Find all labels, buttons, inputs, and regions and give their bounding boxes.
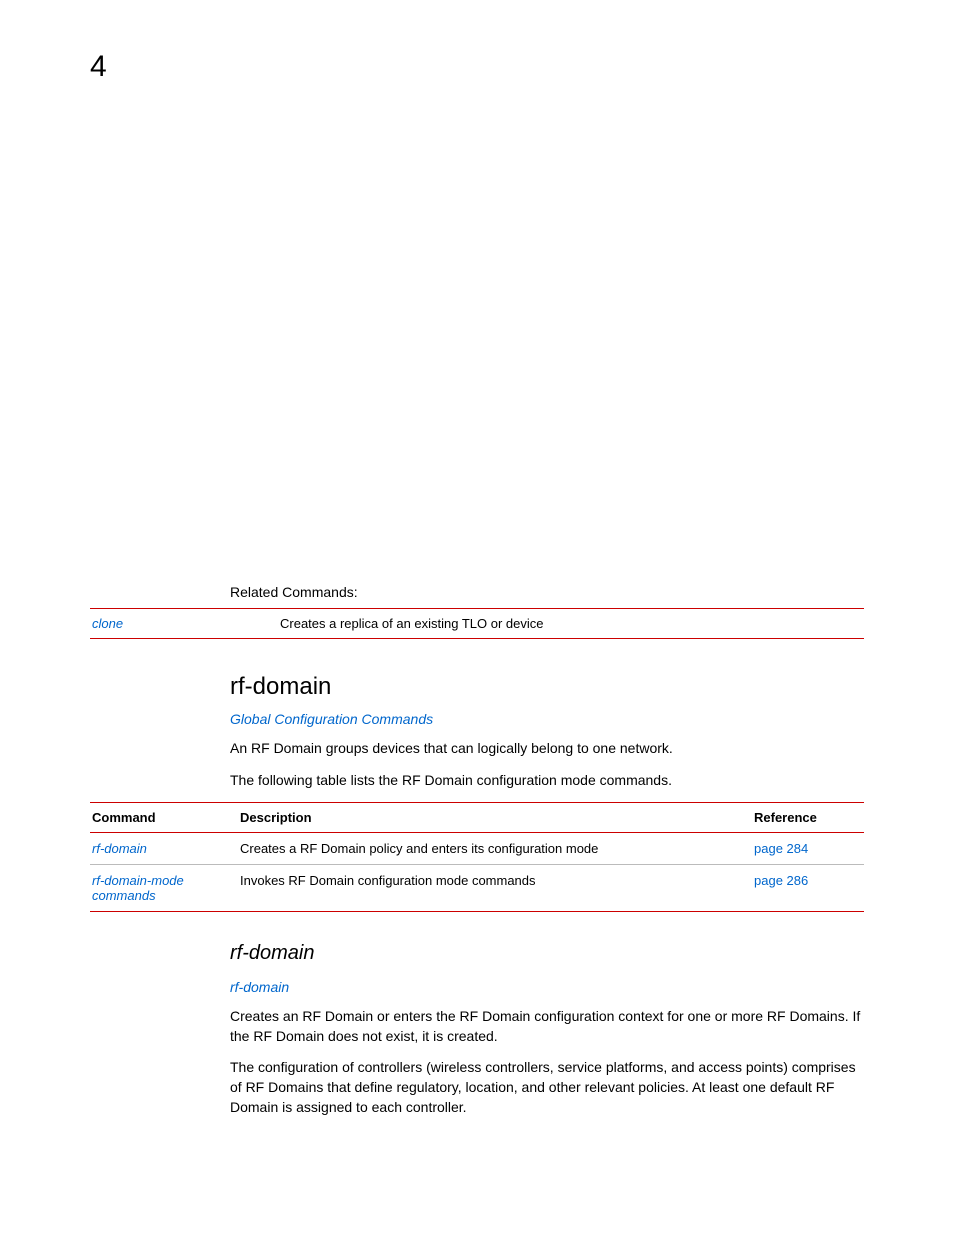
table-row: rf-domain Creates a RF Domain policy and… (90, 833, 864, 865)
related-cmd-link[interactable]: clone (90, 609, 280, 639)
section-para: The following table lists the RF Domain … (230, 771, 864, 791)
col-header-description: Description (240, 803, 754, 833)
section-parent-link[interactable]: Global Configuration Commands (230, 711, 864, 727)
cmd-link[interactable]: rf-domain (90, 833, 240, 865)
col-header-command: Command (90, 803, 240, 833)
cmd-desc: Creates a RF Domain policy and enters it… (240, 833, 754, 865)
subsection-title: rf-domain (230, 942, 864, 965)
related-commands-table: clone Creates a replica of an existing T… (90, 608, 864, 639)
subsection-link[interactable]: rf-domain (230, 979, 864, 995)
table-row: rf-domain-mode commands Invokes RF Domai… (90, 865, 864, 912)
commands-table: Command Description Reference rf-domain … (90, 802, 864, 912)
col-header-reference: Reference (754, 803, 864, 833)
page: 4 Related Commands: clone Creates a repl… (0, 0, 954, 1235)
related-cmd-desc: Creates a replica of an existing TLO or … (280, 609, 864, 639)
related-commands-label: Related Commands: (230, 584, 864, 600)
table-header-row: Command Description Reference (90, 803, 864, 833)
subsection-para: Creates an RF Domain or enters the RF Do… (230, 1007, 864, 1046)
subsection-para: The configuration of controllers (wirele… (230, 1058, 864, 1117)
section-block: rf-domain Global Configuration Commands … (230, 673, 864, 790)
page-number: 4 (90, 50, 864, 84)
cmd-ref-link[interactable]: page 284 (754, 833, 864, 865)
subsection-block: rf-domain rf-domain Creates an RF Domain… (230, 942, 864, 1117)
cmd-desc: Invokes RF Domain configuration mode com… (240, 865, 754, 912)
section-title: rf-domain (230, 673, 864, 701)
cmd-ref-link[interactable]: page 286 (754, 865, 864, 912)
section-para: An RF Domain groups devices that can log… (230, 739, 864, 759)
related-commands-block: Related Commands: (230, 584, 864, 600)
cmd-link[interactable]: rf-domain-mode commands (90, 865, 240, 912)
table-row: clone Creates a replica of an existing T… (90, 609, 864, 639)
